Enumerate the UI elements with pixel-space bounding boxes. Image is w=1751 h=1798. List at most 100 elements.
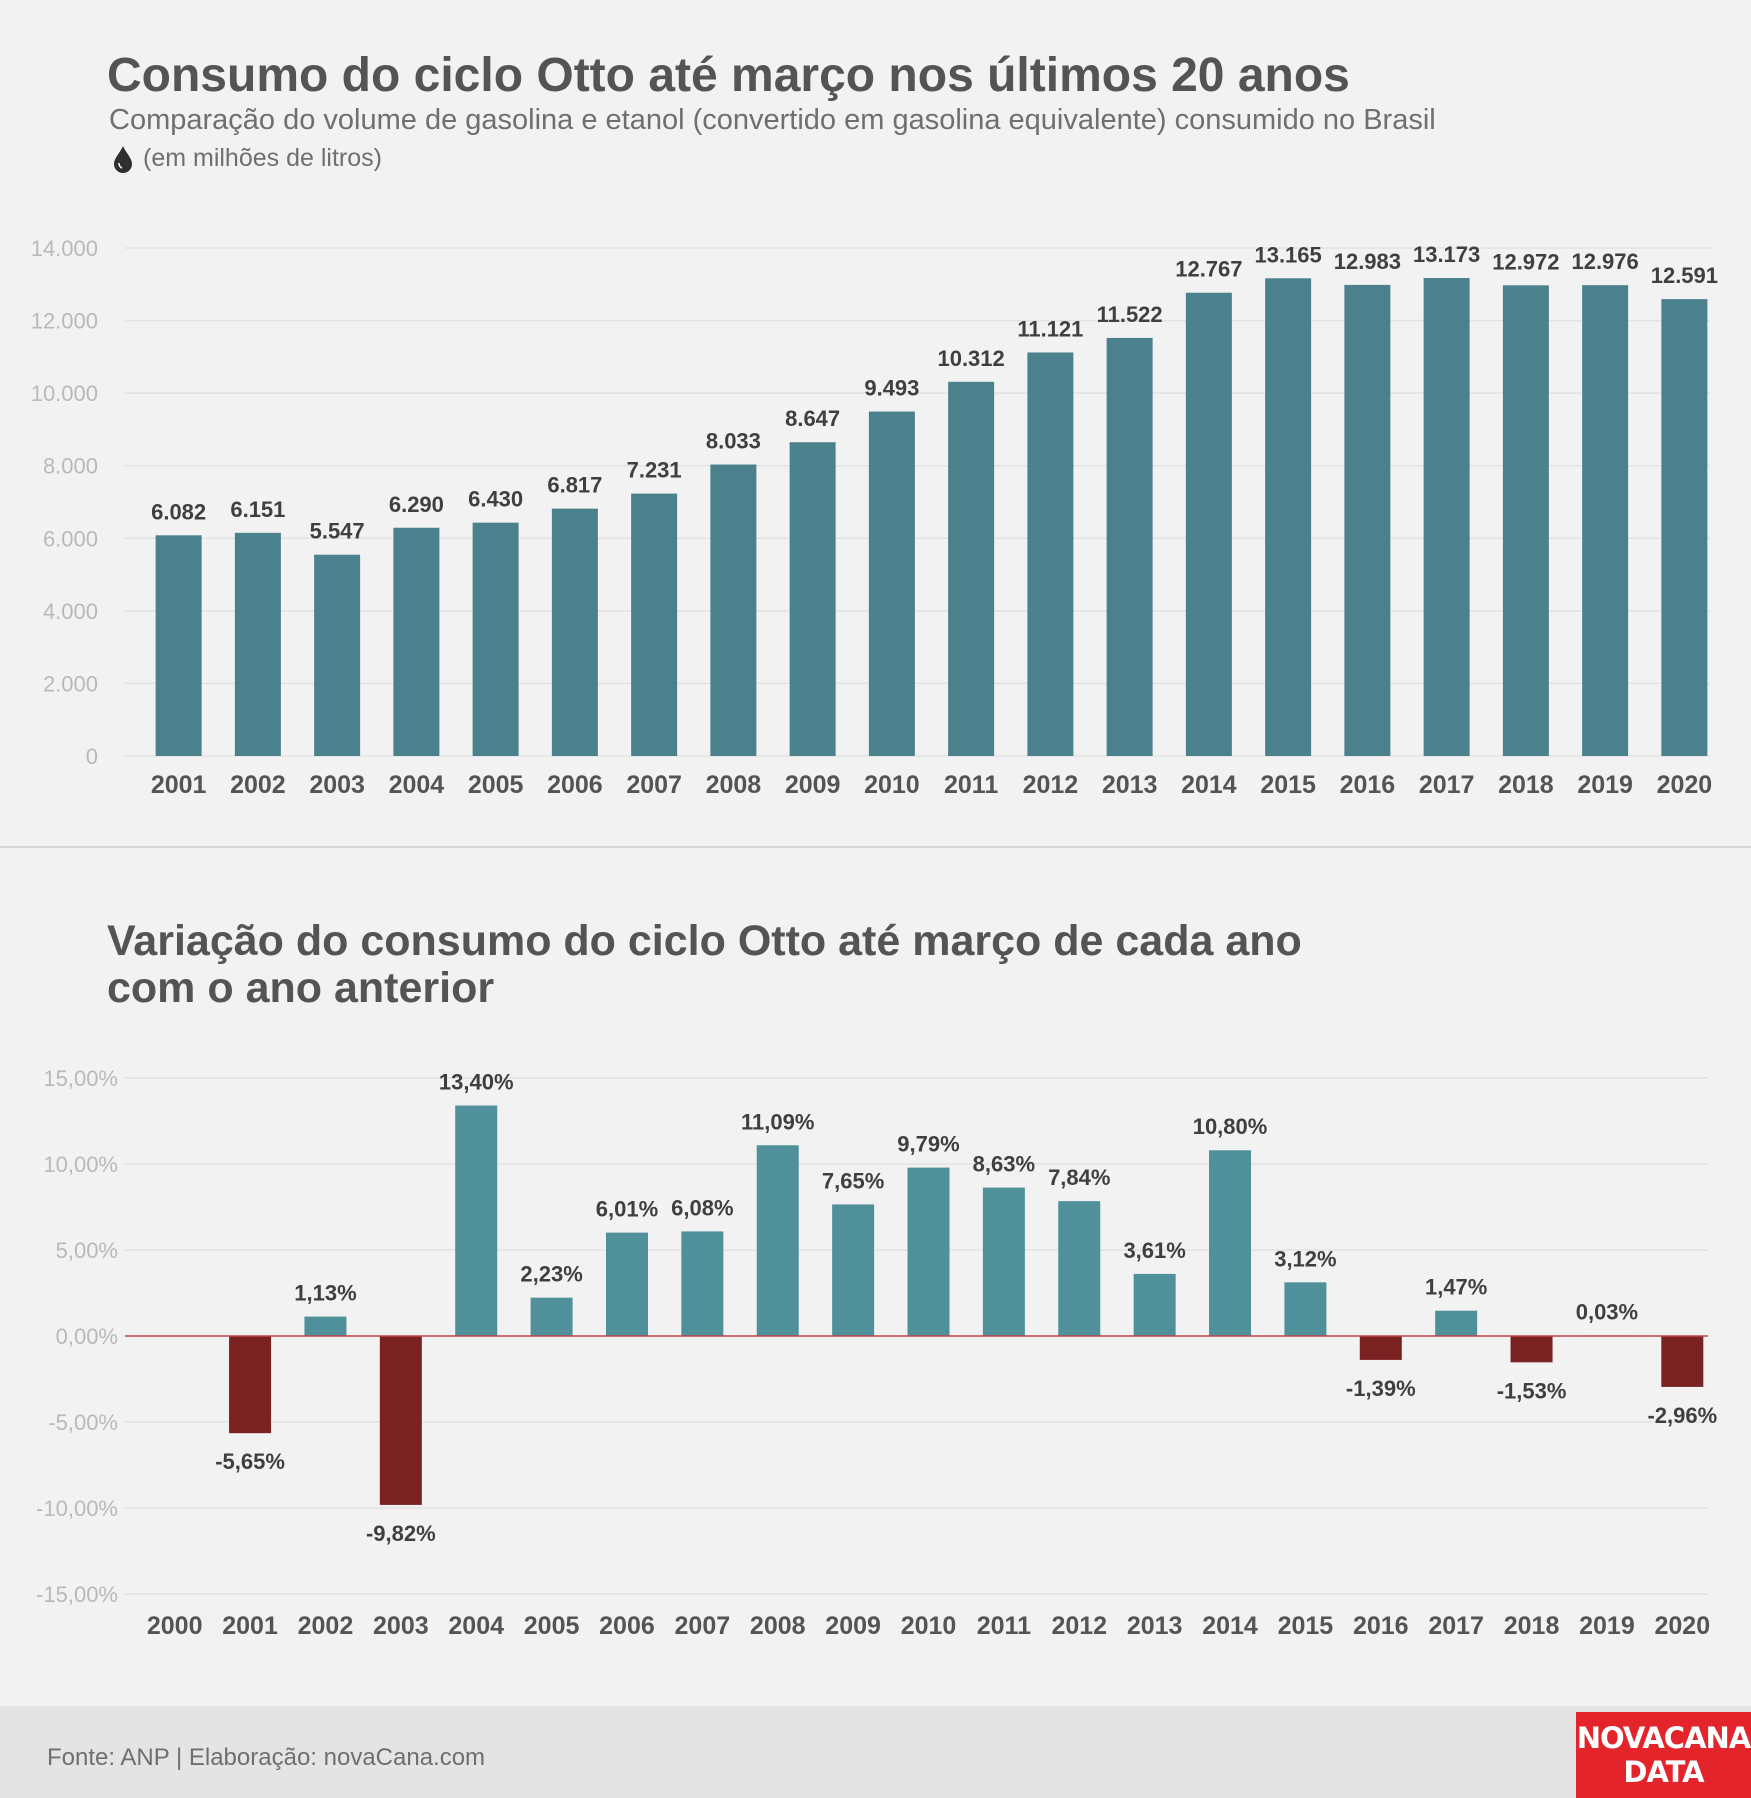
data-label: 13.173 (1413, 242, 1480, 267)
y-tick-label: 12.000 (31, 309, 98, 334)
x-tick-label: 2019 (1579, 1612, 1635, 1640)
bar (1582, 285, 1629, 756)
x-tick-label: 2002 (230, 771, 286, 799)
bar (948, 381, 995, 756)
variation-title-line2: com o ano anterior (107, 964, 495, 1012)
x-tick-label: 2016 (1353, 1612, 1409, 1640)
bar-negative (229, 1336, 272, 1434)
data-label: -9,82% (366, 1521, 436, 1546)
data-label: 5.547 (310, 519, 365, 544)
data-label: 12.591 (1651, 263, 1718, 288)
bar-negative (1661, 1336, 1704, 1387)
x-tick-label: 2003 (309, 771, 365, 799)
data-label: -2,96% (1647, 1403, 1717, 1428)
bar-positive (1284, 1282, 1327, 1336)
logo-line2: DATA (1623, 1755, 1704, 1789)
data-label: 10,80% (1193, 1114, 1268, 1139)
x-tick-label: 2004 (389, 771, 445, 799)
bar (1027, 352, 1074, 756)
x-tick-label: 2005 (524, 1612, 580, 1640)
data-label: 11.121 (1017, 316, 1083, 341)
logo-line1: NOVACANA (1576, 1721, 1751, 1755)
data-label: 7,65% (822, 1168, 884, 1193)
bar-positive (605, 1232, 648, 1336)
data-label: 6.290 (389, 492, 444, 517)
bar-positive (1133, 1273, 1176, 1336)
source-note: Fonte: ANP | Elaboração: novaCana.com (47, 1744, 486, 1771)
bar-positive (756, 1145, 799, 1336)
data-label: 1,13% (294, 1281, 356, 1306)
bar-positive (304, 1316, 347, 1336)
x-tick-label: 2018 (1498, 771, 1554, 799)
bar-positive (455, 1105, 498, 1336)
bar (155, 535, 202, 756)
x-tick-label: 2013 (1102, 771, 1158, 799)
bar (868, 411, 915, 756)
bar (393, 527, 440, 756)
data-label: 6.817 (547, 473, 602, 498)
y-tick-label: 4.000 (43, 599, 98, 624)
x-tick-label: 2014 (1202, 1612, 1258, 1640)
x-tick-label: 2014 (1181, 771, 1237, 799)
x-tick-label: 2011 (944, 771, 998, 799)
x-tick-label: 2010 (864, 771, 920, 799)
x-tick-label: 2001 (222, 1612, 278, 1640)
data-label: -1,39% (1346, 1376, 1416, 1401)
x-tick-label: 2012 (1023, 771, 1079, 799)
data-label: 6.430 (468, 487, 523, 512)
bar-positive (907, 1167, 950, 1336)
x-tick-label: 2006 (599, 1612, 655, 1640)
x-tick-label: 2004 (448, 1612, 504, 1640)
bar (1502, 285, 1549, 756)
data-label: 2,23% (520, 1262, 582, 1287)
bar (631, 493, 678, 756)
bar (1661, 299, 1708, 756)
chart-subtitle: Comparação do volume de gasolina e etano… (109, 104, 1436, 136)
x-tick-label: 2007 (675, 1612, 731, 1640)
x-tick-label: 2008 (750, 1612, 806, 1640)
data-label: 9.493 (864, 376, 919, 401)
y-tick-label: -15,00% (36, 1582, 118, 1607)
data-label: 11.522 (1097, 302, 1163, 327)
bar-positive (1209, 1150, 1252, 1336)
bar-positive (982, 1187, 1025, 1336)
bar (234, 532, 281, 756)
data-label: 12.972 (1492, 249, 1559, 274)
data-label: 3,12% (1274, 1246, 1336, 1271)
consumption-bar-chart: 0 2.000 4.000 6.000 8.000 10.000 12.000 14.000 6… (31, 236, 1718, 799)
data-label: 9,79% (897, 1132, 959, 1157)
data-label: 1,47% (1425, 1275, 1487, 1300)
y-tick-label: -5,00% (48, 1410, 118, 1435)
y-tick-label: 0 (86, 744, 98, 769)
variation-title-line1: Variação do consumo do ciclo Otto até ma… (107, 917, 1302, 965)
bar (1265, 278, 1312, 756)
x-tick-label: 2008 (706, 771, 762, 799)
bar (314, 554, 361, 756)
x-tick-label: 2007 (626, 771, 682, 799)
variation-bar-chart: 15,00% 10,00% 5,00% 0,00% -5,00% -10,00% -15,0… (36, 1066, 1717, 1640)
data-label: 7.231 (627, 458, 682, 483)
x-tick-label: 2005 (468, 771, 524, 799)
x-tick-label: 2011 (977, 1612, 1031, 1640)
x-tick-label: 2002 (298, 1612, 354, 1640)
x-tick-label: 2015 (1260, 771, 1316, 799)
bar-positive (681, 1231, 724, 1336)
x-tick-label: 2006 (547, 771, 603, 799)
data-label: 13,40% (439, 1070, 514, 1095)
data-label: 8.033 (706, 429, 761, 454)
y-tick-label: 10,00% (43, 1152, 118, 1177)
data-label: 8,63% (973, 1152, 1035, 1177)
variation-chart-title: Variação do consumo do ciclo Otto até ma… (107, 918, 1302, 1012)
x-tick-label: 2009 (785, 771, 841, 799)
chart-title: Consumo do ciclo Otto até março nos últi… (107, 49, 1350, 102)
y-tick-label: 8.000 (43, 454, 98, 479)
x-tick-label: 2017 (1419, 771, 1475, 799)
data-label: 13.165 (1254, 242, 1321, 267)
x-tick-label: 2003 (373, 1612, 429, 1640)
bar (1344, 284, 1391, 756)
novacana-data-logo: NOVACANA DATA (1576, 1712, 1751, 1798)
x-tick-label: 2015 (1278, 1612, 1334, 1640)
data-label: 3,61% (1123, 1238, 1185, 1263)
y-tick-label: 14.000 (31, 236, 98, 261)
bar-negative (1359, 1336, 1402, 1360)
